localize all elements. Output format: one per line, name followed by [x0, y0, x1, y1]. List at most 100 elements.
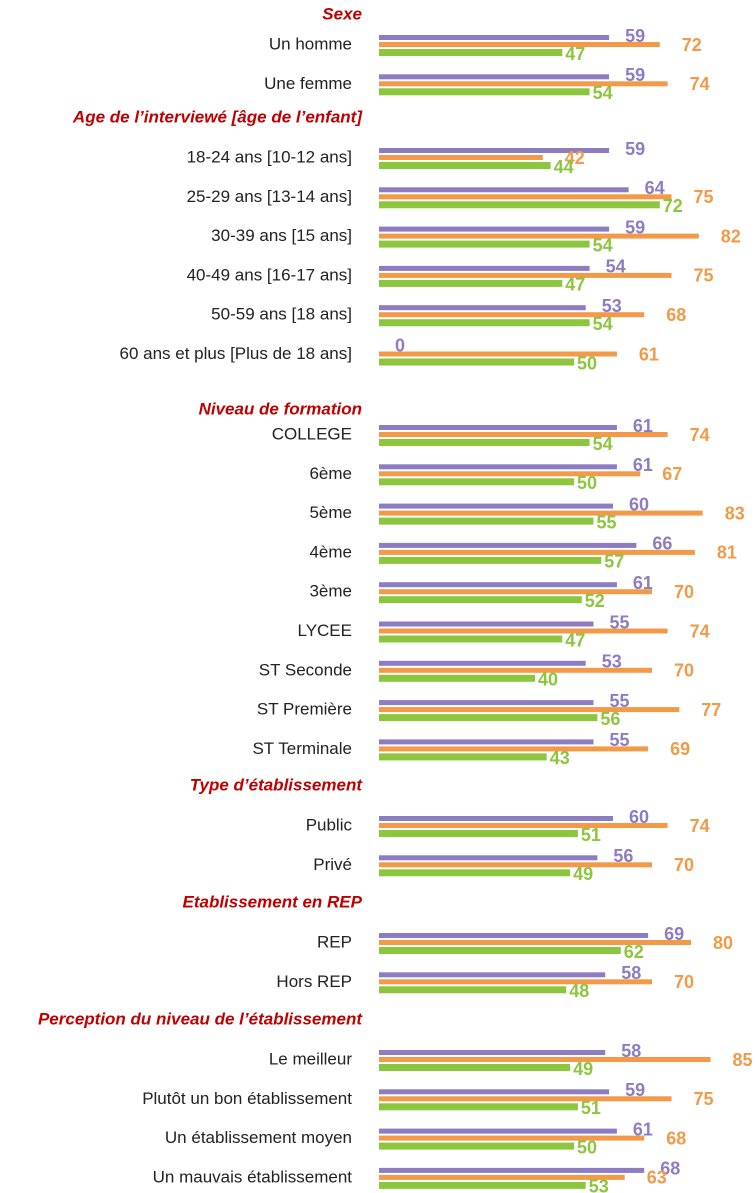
bar [379, 439, 590, 446]
bar [379, 88, 590, 96]
bar [379, 714, 598, 722]
value-label: 69 [664, 924, 684, 944]
value-label: 59 [625, 65, 645, 85]
category-label: Une femme [264, 74, 352, 93]
value-label: 85 [733, 1050, 753, 1070]
value-label: 70 [674, 855, 694, 875]
bar [379, 155, 543, 160]
bar [379, 753, 547, 761]
bar [379, 81, 668, 87]
value-label: 56 [600, 709, 620, 729]
bar [379, 312, 645, 318]
bar [379, 233, 699, 239]
bar [379, 478, 574, 486]
bar [379, 947, 621, 954]
value-label: 68 [660, 1159, 680, 1179]
value-label: 53 [602, 296, 622, 316]
value-label: 49 [573, 1059, 593, 1079]
value-label: 74 [690, 425, 710, 445]
category-label: LYCEE [298, 621, 353, 640]
value-label: 53 [602, 652, 622, 672]
bar [379, 425, 617, 430]
value-label: 74 [690, 74, 710, 94]
value-label: 49 [573, 864, 593, 884]
bar [379, 862, 652, 868]
value-label: 51 [581, 825, 601, 845]
bar [379, 162, 551, 169]
bar [379, 628, 668, 634]
value-label: 50 [577, 353, 597, 373]
category-label: 25-29 ans [13-14 ans] [187, 187, 352, 206]
value-label: 0 [395, 335, 405, 355]
value-label: 68 [666, 1128, 686, 1148]
value-label: 63 [647, 1168, 667, 1188]
bar [379, 510, 703, 516]
bar [379, 279, 563, 287]
value-label: 75 [694, 266, 714, 286]
category-label: ST Seconde [259, 660, 352, 679]
bar [379, 201, 660, 209]
bar [379, 42, 660, 47]
value-label: 52 [585, 591, 605, 611]
value-label: 47 [565, 275, 585, 295]
value-label: 42 [565, 148, 585, 168]
bar [379, 707, 680, 713]
bar [379, 1167, 645, 1173]
category-label: 18-24 ans [10-12 ans] [187, 147, 352, 166]
category-label: ST Terminale [252, 739, 352, 758]
bar [379, 739, 594, 745]
category-label: Un mauvais établissement [153, 1167, 353, 1186]
category-label: 60 ans et plus [Plus de 18 ans] [120, 344, 353, 363]
bar [379, 1142, 574, 1150]
bar [379, 972, 606, 978]
bar [379, 746, 649, 752]
category-label: Un homme [269, 34, 352, 53]
bar [379, 148, 610, 153]
category-label: ST Première [257, 700, 352, 719]
category-label: 3ème [309, 582, 352, 601]
value-label: 57 [604, 552, 624, 572]
value-label: 75 [694, 187, 714, 207]
section-title: Sexe [322, 4, 362, 23]
value-label: 40 [538, 670, 558, 690]
bar [379, 305, 586, 311]
category-label: 30-39 ans [15 ans] [211, 226, 352, 245]
bar [379, 517, 594, 525]
value-label: 61 [633, 1119, 653, 1139]
bar [379, 816, 613, 821]
category-label: Hors REP [276, 972, 352, 991]
bar [379, 823, 668, 828]
bar [379, 471, 641, 477]
value-label: 54 [593, 83, 613, 103]
value-label: 82 [721, 226, 741, 246]
value-label: 51 [581, 1098, 601, 1118]
value-label: 54 [593, 434, 613, 454]
category-label: Privé [313, 855, 352, 874]
value-label: 68 [666, 305, 686, 325]
value-label: 55 [610, 691, 630, 711]
value-label: 59 [625, 139, 645, 159]
section-title: Etablissement en REP [182, 892, 362, 911]
value-label: 59 [625, 217, 645, 237]
value-label: 70 [674, 972, 694, 992]
value-label: 60 [629, 494, 649, 514]
bar [379, 1174, 625, 1180]
bar [379, 660, 586, 666]
bar [379, 272, 672, 278]
value-label: 74 [690, 621, 710, 641]
value-label: 61 [633, 573, 653, 593]
value-label: 54 [593, 314, 613, 334]
bar [379, 556, 602, 564]
bar [379, 1135, 645, 1141]
bar [379, 589, 652, 595]
bar [379, 358, 574, 366]
value-label: 55 [610, 730, 630, 750]
bar [379, 596, 582, 604]
value-label: 55 [610, 612, 630, 632]
value-label: 59 [625, 26, 645, 46]
bar [379, 265, 590, 271]
value-label: 48 [569, 981, 589, 1001]
value-label: 69 [670, 739, 690, 759]
value-label: 77 [701, 700, 721, 720]
bar [379, 35, 610, 40]
